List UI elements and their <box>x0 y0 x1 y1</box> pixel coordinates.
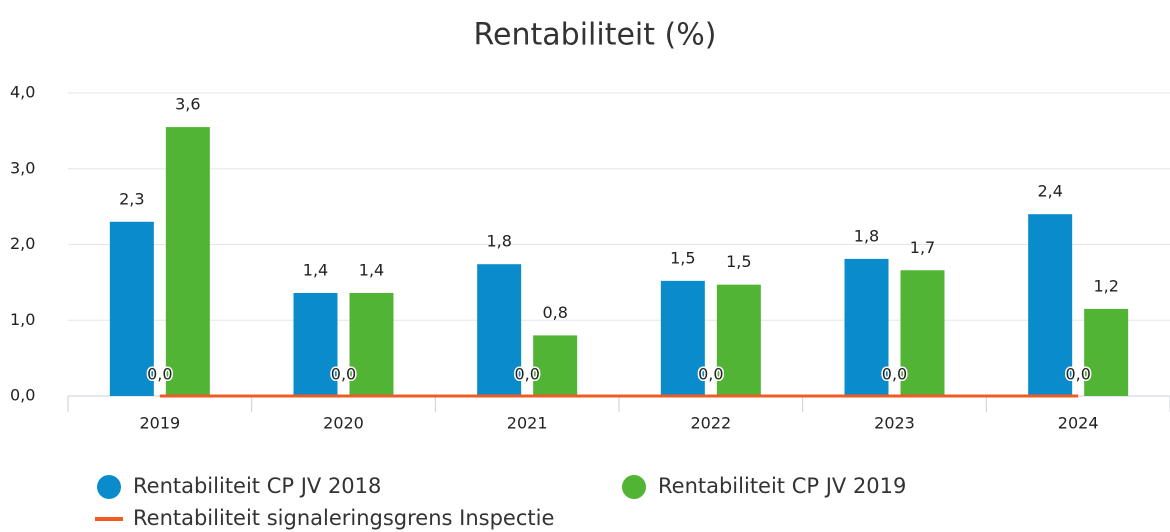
bar <box>477 264 522 396</box>
data-label: 0,8 <box>542 303 567 322</box>
x-tick-label: 2021 <box>507 414 548 433</box>
bar <box>293 292 338 396</box>
legend-swatch <box>622 475 646 499</box>
bar <box>109 221 154 396</box>
x-tick-label: 2022 <box>690 414 731 433</box>
bar <box>900 270 945 396</box>
x-tick-label: 2020 <box>323 414 364 433</box>
x-tick-label: 2024 <box>1058 414 1099 433</box>
data-label: 1,2 <box>1093 276 1118 295</box>
data-label: 1,5 <box>670 248 695 267</box>
legend-label: Rentabiliteit CP JV 2018 <box>133 474 381 498</box>
data-label: 1,8 <box>854 226 879 245</box>
data-label: 0,0 <box>331 365 356 384</box>
data-label: 0,0 <box>698 365 723 384</box>
data-label: 0,0 <box>1065 365 1090 384</box>
data-label: 3,6 <box>175 95 200 114</box>
y-tick-label: 4,0 <box>10 83 35 102</box>
data-label: 1,5 <box>726 252 751 271</box>
chart-title: Rentabiliteit (%) <box>474 18 717 53</box>
bar <box>349 292 394 396</box>
data-label: 2,3 <box>119 189 144 208</box>
bar <box>660 280 705 396</box>
data-label: 1,7 <box>910 238 935 257</box>
x-tick-label: 2023 <box>874 414 915 433</box>
bar <box>1084 308 1129 396</box>
legend-label: Rentabiliteit CP JV 2019 <box>658 474 906 498</box>
x-tick-label: 2019 <box>139 414 180 433</box>
data-label: 1,4 <box>303 260 328 279</box>
bar <box>716 284 761 396</box>
data-label: 0,0 <box>147 365 172 384</box>
y-tick-label: 2,0 <box>10 234 35 253</box>
data-label: 2,4 <box>1037 182 1062 201</box>
data-label: 0,0 <box>514 365 539 384</box>
y-tick-label: 0,0 <box>10 386 35 405</box>
legend-label: Rentabiliteit signaleringsgrens Inspecti… <box>133 506 554 530</box>
data-label: 0,0 <box>882 365 907 384</box>
legend-swatch <box>97 475 121 499</box>
bar <box>165 127 210 397</box>
bar <box>844 258 889 396</box>
data-label: 1,4 <box>359 260 384 279</box>
bar <box>1028 214 1073 396</box>
y-tick-label: 1,0 <box>10 310 35 329</box>
data-label: 1,8 <box>486 232 511 251</box>
bar <box>533 335 578 396</box>
y-tick-label: 3,0 <box>10 158 35 177</box>
